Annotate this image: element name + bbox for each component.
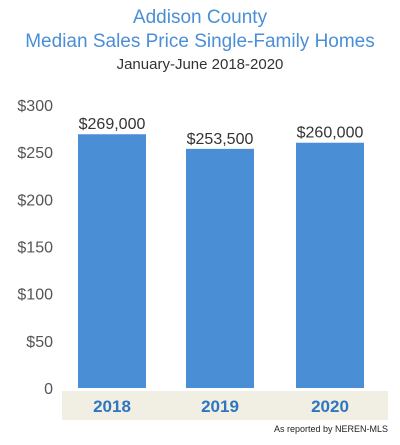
bar-value-labels: $269,000 $253,500 $260,000: [79, 116, 364, 148]
y-axis: 0 $50 $100 $150 $200 $250 $300: [17, 98, 53, 398]
bar-2020: [296, 142, 364, 388]
category-band: [62, 391, 388, 420]
y-tick-label: $250: [17, 145, 53, 162]
chart-subtitle: Median Sales Price Single-Family Homes: [25, 31, 375, 52]
x-tick-label: 2020: [311, 397, 349, 416]
x-axis: 2018 2019 2020: [93, 397, 349, 416]
y-tick-label: 0: [44, 381, 53, 398]
y-tick-label: $100: [17, 287, 53, 304]
chart-title: Addison County: [132, 7, 268, 28]
bar-2018: [78, 134, 146, 388]
y-tick-label: $50: [26, 334, 53, 351]
y-tick-label: $150: [17, 240, 53, 257]
x-tick-label: 2018: [93, 397, 131, 416]
source-note: As reported by NEREN-MLS: [273, 424, 388, 434]
bar-value-label: $269,000: [79, 116, 146, 133]
x-tick-label: 2019: [201, 397, 239, 416]
bar-value-label: $253,500: [187, 131, 254, 148]
chart-period: January-June 2018-2020: [116, 56, 284, 73]
bar-value-label: $260,000: [297, 125, 364, 142]
y-tick-label: $200: [17, 192, 53, 209]
bar-2019: [186, 148, 254, 388]
y-tick-label: $300: [17, 98, 53, 115]
bars: [78, 134, 364, 388]
